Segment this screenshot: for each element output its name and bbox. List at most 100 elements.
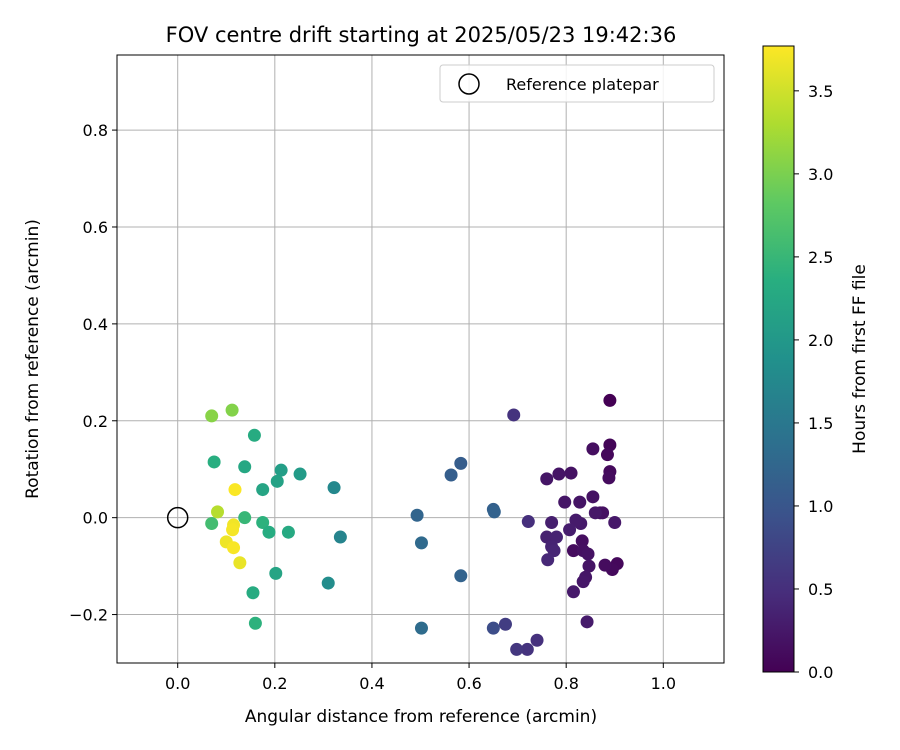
data-point xyxy=(262,525,276,539)
data-point xyxy=(575,534,589,548)
data-point xyxy=(547,544,561,558)
x-tick-label: 0.4 xyxy=(359,674,384,693)
data-point xyxy=(541,553,555,567)
data-point xyxy=(410,508,424,522)
data-point xyxy=(510,642,524,656)
y-axis-label: Rotation from reference (arcmin) xyxy=(23,219,43,499)
data-point xyxy=(586,490,600,504)
data-point xyxy=(566,585,580,599)
data-point xyxy=(333,530,347,544)
data-point xyxy=(414,621,428,635)
data-point xyxy=(540,530,554,544)
data-points xyxy=(205,393,624,656)
colorbar xyxy=(762,45,795,673)
data-point xyxy=(228,483,242,497)
data-point xyxy=(545,516,559,530)
data-point xyxy=(602,471,616,485)
data-point xyxy=(498,617,512,631)
data-point xyxy=(270,474,284,488)
data-point xyxy=(521,515,535,529)
data-point xyxy=(211,505,225,519)
x-axis-ticks: 0.0 0.2 0.4 0.6 0.8 1.0 xyxy=(165,663,676,693)
x-axis-label: Angular distance from reference (arcmin) xyxy=(245,707,597,727)
plot-frame xyxy=(116,54,725,664)
data-point xyxy=(274,463,288,477)
colorbar-tick-label: 1.5 xyxy=(808,414,833,433)
data-point xyxy=(530,633,544,647)
colorbar-ticks: 0.0 0.5 1.0 1.5 2.0 2.5 3.0 3.5 xyxy=(794,82,833,682)
data-point xyxy=(603,393,617,407)
y-tick-label: −0.2 xyxy=(69,606,108,625)
data-point xyxy=(507,408,521,422)
x-tick-label: 1.0 xyxy=(651,674,676,693)
colorbar-tick-label: 0.0 xyxy=(808,663,833,682)
data-point xyxy=(444,468,458,482)
data-point xyxy=(246,586,260,600)
colorbar-tick-label: 3.5 xyxy=(808,82,833,101)
data-point xyxy=(226,523,240,537)
x-tick-label: 0.2 xyxy=(262,674,287,693)
data-point xyxy=(327,481,341,495)
data-point xyxy=(552,467,566,481)
chart-title: FOV centre drift starting at 2025/05/23 … xyxy=(166,23,677,47)
y-tick-label: 0.2 xyxy=(83,412,108,431)
data-point xyxy=(227,541,241,555)
y-axis-ticks: −0.2 0.0 0.2 0.4 0.6 0.8 xyxy=(69,121,117,625)
data-point xyxy=(454,569,468,583)
data-point xyxy=(248,616,262,630)
data-point xyxy=(566,544,580,558)
data-point xyxy=(588,506,602,520)
data-point xyxy=(321,576,335,590)
data-point xyxy=(569,513,583,527)
data-point xyxy=(586,442,600,456)
colorbar-tick-label: 1.0 xyxy=(808,497,833,516)
data-point xyxy=(576,575,590,589)
data-point xyxy=(608,516,622,530)
data-point xyxy=(414,536,428,550)
x-tick-label: 0.0 xyxy=(165,674,190,693)
data-point xyxy=(256,483,270,497)
data-point xyxy=(256,516,270,530)
data-point xyxy=(487,505,501,519)
y-tick-label: 0.6 xyxy=(83,218,108,237)
data-point xyxy=(581,547,595,561)
data-point xyxy=(233,556,247,570)
data-point xyxy=(247,428,261,442)
data-point xyxy=(582,559,596,573)
data-point xyxy=(520,642,534,656)
y-tick-label: 0.4 xyxy=(83,315,108,334)
colorbar-tick-label: 2.5 xyxy=(808,248,833,267)
data-point xyxy=(281,525,295,539)
colorbar-tick-label: 3.0 xyxy=(808,165,833,184)
grid xyxy=(117,55,724,663)
y-tick-label: 0.0 xyxy=(83,509,108,528)
legend-entry-label: Reference platepar xyxy=(506,75,659,94)
data-point xyxy=(598,558,612,572)
data-point xyxy=(573,495,587,509)
data-point xyxy=(207,455,221,469)
data-point xyxy=(600,448,614,462)
data-point xyxy=(293,467,307,481)
x-tick-label: 0.6 xyxy=(456,674,481,693)
data-point xyxy=(205,516,219,530)
legend-reference-marker xyxy=(458,73,480,95)
x-tick-label: 0.8 xyxy=(553,674,578,693)
data-point xyxy=(564,466,578,480)
data-point xyxy=(549,530,563,544)
colorbar-tick-label: 2.0 xyxy=(808,331,833,350)
data-point xyxy=(269,566,283,580)
data-point xyxy=(580,615,594,629)
data-point xyxy=(563,523,577,537)
y-tick-label: 0.8 xyxy=(83,121,108,140)
data-point xyxy=(486,621,500,635)
colorbar-label: Hours from first FF file xyxy=(850,264,870,454)
data-point xyxy=(238,511,252,525)
reference-platepar-marker xyxy=(166,506,189,529)
legend: Reference platepar xyxy=(439,64,715,103)
data-point xyxy=(225,403,239,417)
reference-marker-layer xyxy=(166,506,189,529)
colorbar-tick-label: 0.5 xyxy=(808,580,833,599)
data-point xyxy=(205,409,219,423)
data-point xyxy=(238,460,252,474)
